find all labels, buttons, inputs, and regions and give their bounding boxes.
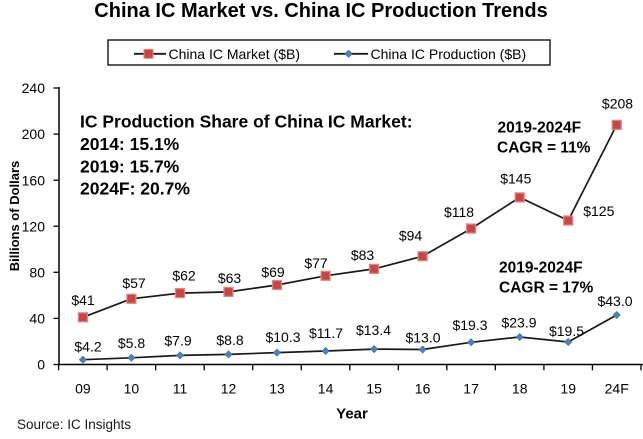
svg-text:$125: $125 [583,203,614,219]
svg-text:2019: 15.7%: 2019: 15.7% [80,156,180,176]
svg-text:$19.5: $19.5 [549,323,584,339]
svg-text:$94: $94 [399,228,423,244]
svg-text:$118: $118 [444,204,474,220]
svg-text:$13.0: $13.0 [405,330,440,346]
svg-text:$10.3: $10.3 [265,329,300,345]
svg-text:160: 160 [22,172,46,188]
svg-text:$43.0: $43.0 [597,293,632,309]
svg-text:$69: $69 [261,264,285,280]
svg-text:Year: Year [336,405,368,422]
svg-text:Billions of Dollars: Billions of Dollars [7,161,22,272]
svg-text:11: 11 [173,380,188,396]
svg-text:CAGR = 17%: CAGR = 17% [499,280,594,297]
svg-text:0: 0 [37,357,45,373]
svg-text:120: 120 [22,218,46,234]
svg-text:40: 40 [29,311,45,327]
svg-text:14: 14 [318,380,334,396]
svg-text:2024F: 20.7%: 2024F: 20.7% [80,179,190,199]
svg-text:$4.2: $4.2 [74,339,101,355]
svg-text:240: 240 [22,80,46,96]
svg-text:IC Production Share of China I: IC Production Share of China IC Market: [80,112,413,132]
svg-text:$145: $145 [500,171,531,187]
svg-text:17: 17 [463,380,479,396]
svg-text:$23.9: $23.9 [501,314,536,330]
svg-text:Source: IC Insights: Source: IC Insights [17,417,131,432]
svg-text:2019-2024F: 2019-2024F [499,260,583,277]
svg-text:18: 18 [512,380,528,396]
svg-text:$13.4: $13.4 [356,322,391,338]
svg-text:$77: $77 [304,255,328,271]
svg-text:2019-2024F: 2019-2024F [498,119,582,136]
svg-text:13: 13 [269,380,285,396]
svg-text:$83: $83 [351,247,375,263]
svg-text:CAGR = 11%: CAGR = 11% [497,139,591,156]
svg-text:$41: $41 [71,292,95,308]
svg-text:200: 200 [22,126,46,142]
svg-text:09: 09 [75,380,91,396]
svg-text:12: 12 [221,380,237,396]
svg-text:China IC Production ($B): China IC Production ($B) [371,46,527,62]
svg-text:China IC Market vs. China IC P: China IC Market vs. China IC Production … [94,0,547,22]
svg-text:24F: 24F [605,380,629,396]
svg-text:$57: $57 [122,275,146,291]
svg-text:16: 16 [415,380,431,396]
svg-text:2014: 15.1%: 2014: 15.1% [80,134,180,154]
svg-text:$19.3: $19.3 [452,317,487,333]
svg-text:China IC Market ($B): China IC Market ($B) [169,46,300,62]
svg-text:$8.8: $8.8 [216,332,243,348]
svg-text:19: 19 [560,380,576,396]
svg-text:$208: $208 [602,96,633,112]
svg-text:$7.9: $7.9 [164,333,191,349]
svg-text:$11.7: $11.7 [309,325,343,341]
svg-text:$62: $62 [172,268,196,284]
svg-text:15: 15 [366,380,382,396]
svg-text:80: 80 [29,264,45,280]
svg-text:$63: $63 [218,270,242,286]
svg-text:10: 10 [124,380,140,396]
svg-text:$5.8: $5.8 [118,335,145,351]
